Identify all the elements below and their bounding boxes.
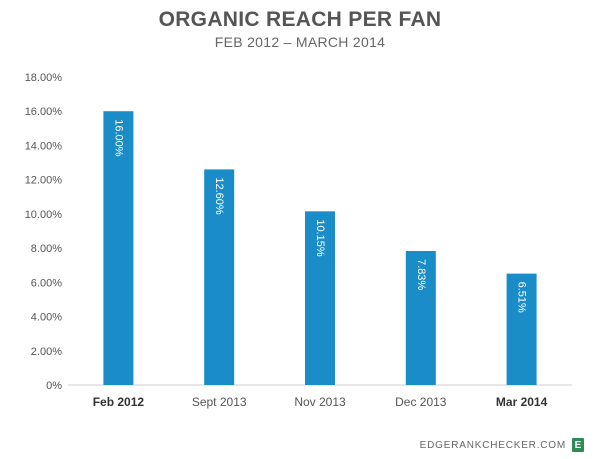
source-credit: EDGERANKCHECKER.COM	[419, 439, 566, 451]
bar-data-label: 7.83%	[415, 259, 427, 290]
bar-data-label: 10.15%	[314, 219, 326, 257]
x-tick-label: Dec 2013	[395, 395, 447, 409]
y-axis: 0% 2.00% 4.00% 6.00% 8.00% 10.00% 12.00% 14.00%…	[25, 72, 572, 392]
y-tick-label: 14.00%	[25, 140, 63, 152]
bar-data-label: 6.51%	[516, 282, 528, 313]
bar-data-label: 16.00%	[112, 119, 124, 157]
x-axis: Feb 2012 Sept 2013 Nov 2013 Dec 2013 Mar 201…	[93, 395, 548, 409]
y-tick-label: 6.00%	[31, 277, 62, 289]
y-tick-label: 8.00%	[31, 243, 62, 255]
brand-badge-icon: E	[572, 438, 584, 452]
bar	[103, 111, 134, 385]
chart-subtitle: FEB 2012 – MARCH 2014	[214, 34, 386, 50]
bar	[506, 273, 537, 385]
bar	[305, 211, 335, 385]
x-tick-label: Sept 2013	[192, 395, 247, 409]
y-tick-label: 10.00%	[25, 209, 63, 221]
x-tick-label: Mar 2014	[496, 395, 548, 409]
chart-title: ORGANIC REACH PER FAN	[158, 8, 442, 31]
y-tick-label: 4.00%	[31, 312, 62, 324]
y-tick-label: 16.00%	[25, 106, 63, 118]
bar	[405, 251, 436, 385]
y-tick-label: 18.00%	[25, 72, 63, 84]
bar	[204, 169, 235, 385]
bars: 16.00% 12.60% 10.15% 7.83% 6.51%	[103, 111, 537, 385]
footer: EDGERANKCHECKER.COM E	[420, 438, 584, 452]
y-tick-label: 2.00%	[31, 346, 62, 358]
y-tick-label: 0%	[46, 380, 62, 392]
y-tick-label: 12.00%	[25, 175, 63, 187]
x-tick-label: Nov 2013	[294, 395, 346, 409]
x-tick-label: Feb 2012	[93, 395, 145, 409]
bar-data-label: 12.60%	[213, 177, 225, 215]
